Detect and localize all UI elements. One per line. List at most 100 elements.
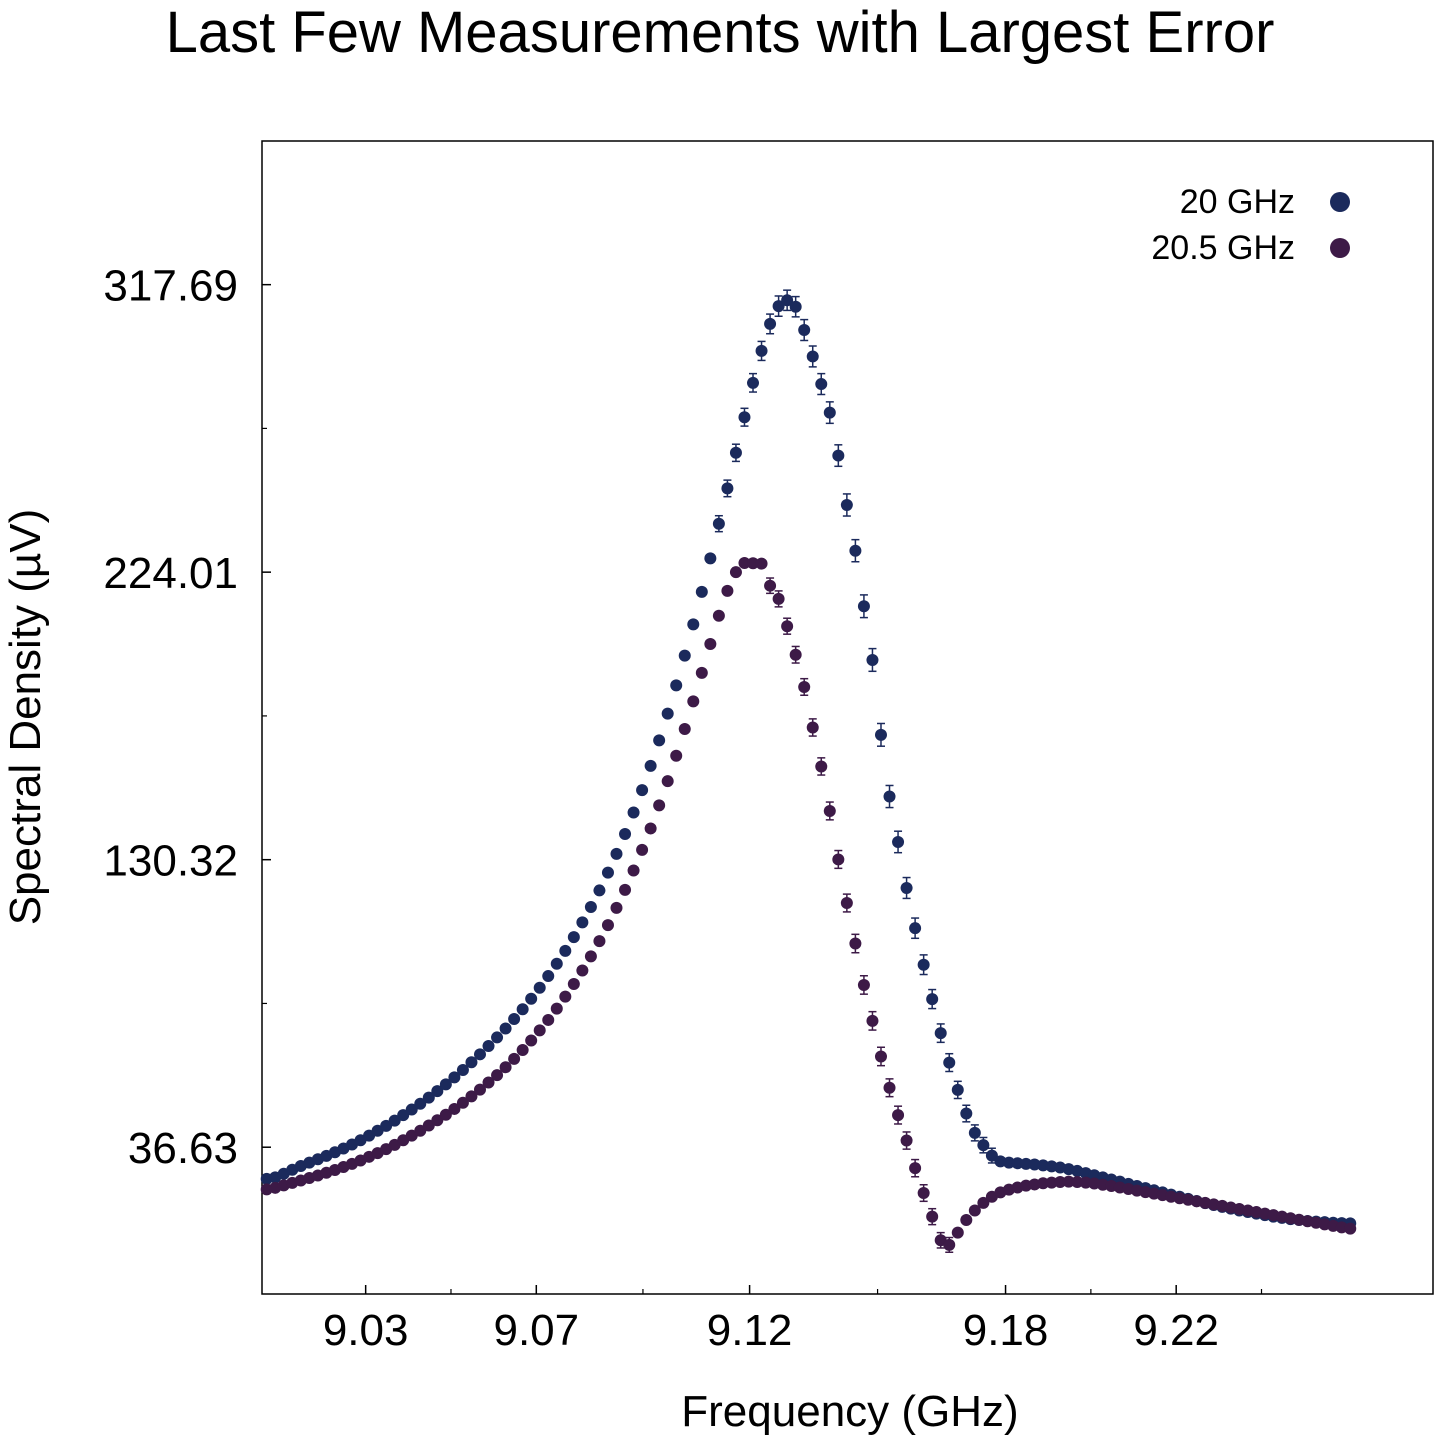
data-point xyxy=(1037,1177,1050,1190)
data-point xyxy=(448,1102,461,1115)
series-layer xyxy=(260,289,1357,1254)
data-point xyxy=(644,759,657,772)
series-2 xyxy=(260,556,1357,1254)
data-point xyxy=(695,666,708,679)
data-point xyxy=(627,806,640,819)
y-axis: 36.63 130.32 224.01 317.69 xyxy=(103,262,271,1173)
data-point xyxy=(781,620,794,633)
y-axis-label: Spectral Density (µV) xyxy=(1,509,50,926)
data-point xyxy=(729,566,742,579)
data-point xyxy=(815,760,828,773)
data-point xyxy=(840,897,853,910)
data-point xyxy=(798,324,811,337)
data-point xyxy=(857,978,870,991)
data-point xyxy=(439,1108,452,1121)
data-point xyxy=(1062,1175,1075,1188)
data-point xyxy=(397,1109,410,1122)
data-point xyxy=(593,935,606,948)
data-point xyxy=(789,648,802,661)
data-point xyxy=(960,1214,973,1227)
data-point xyxy=(1344,1222,1357,1235)
data-point xyxy=(465,1090,478,1103)
data-point xyxy=(567,931,580,944)
x-tick-label: 9.07 xyxy=(493,1306,579,1355)
legend-item: 20 GHz xyxy=(1180,183,1350,221)
data-point xyxy=(951,1226,964,1239)
data-point xyxy=(934,1027,947,1040)
x-tick-label: 9.12 xyxy=(707,1306,793,1355)
data-point xyxy=(772,300,785,313)
data-point xyxy=(1071,1175,1084,1188)
data-point xyxy=(968,1126,981,1139)
data-point xyxy=(721,584,734,597)
legend-marker xyxy=(1330,192,1350,212)
data-point xyxy=(687,618,700,631)
data-point xyxy=(926,993,939,1006)
data-point xyxy=(456,1096,469,1109)
data-point xyxy=(823,804,836,817)
data-point xyxy=(883,1081,896,1094)
data-point xyxy=(516,1003,529,1016)
data-point xyxy=(747,376,760,389)
data-point xyxy=(977,1139,990,1152)
data-point xyxy=(968,1204,981,1217)
x-tick-label: 9.22 xyxy=(1133,1306,1219,1355)
y-tick-label: 36.63 xyxy=(128,1124,238,1173)
x-tick-label: 9.18 xyxy=(963,1306,1049,1355)
data-point xyxy=(747,557,760,570)
data-point xyxy=(439,1078,452,1091)
data-point xyxy=(900,881,913,894)
x-axis: 9.03 9.07 9.12 9.18 9.22 xyxy=(323,1285,1263,1355)
data-point xyxy=(832,853,845,866)
data-point xyxy=(567,978,580,991)
data-point xyxy=(909,1162,922,1175)
data-point xyxy=(943,1056,956,1069)
data-point xyxy=(576,916,589,929)
data-point xyxy=(704,552,717,565)
data-point xyxy=(849,544,862,557)
data-point xyxy=(704,637,717,650)
data-point xyxy=(832,449,845,462)
data-point xyxy=(721,482,734,495)
data-point xyxy=(619,827,632,840)
data-point xyxy=(806,350,819,363)
data-point xyxy=(670,749,683,762)
data-point xyxy=(909,922,922,935)
data-point xyxy=(738,556,751,569)
data-point xyxy=(456,1063,469,1076)
data-point xyxy=(431,1085,444,1098)
data-point xyxy=(653,734,666,747)
data-point xyxy=(491,1069,504,1082)
data-point xyxy=(1020,1157,1033,1170)
data-point xyxy=(584,901,597,914)
data-point xyxy=(550,1002,563,1015)
y-tick-label: 130.32 xyxy=(103,837,238,886)
data-point xyxy=(610,847,623,860)
data-point xyxy=(798,680,811,693)
data-point xyxy=(473,1048,486,1061)
data-point xyxy=(388,1114,401,1127)
data-point xyxy=(1002,1156,1015,1169)
x-tick-label: 9.03 xyxy=(323,1306,409,1355)
data-point xyxy=(670,679,683,692)
y-tick-label: 317.69 xyxy=(103,262,238,311)
data-point xyxy=(601,919,614,932)
data-point xyxy=(823,406,836,419)
data-point xyxy=(499,1022,512,1035)
data-point xyxy=(687,695,700,708)
data-point xyxy=(951,1083,964,1096)
data-point xyxy=(926,1210,939,1223)
data-point xyxy=(866,1014,879,1027)
data-point xyxy=(712,609,725,622)
data-point xyxy=(849,937,862,950)
data-point xyxy=(499,1061,512,1074)
legend-marker xyxy=(1330,238,1350,258)
legend: 20 GHz 20.5 GHz xyxy=(1151,183,1350,267)
data-point xyxy=(917,1187,930,1200)
data-point xyxy=(874,1050,887,1063)
data-point xyxy=(533,1024,546,1037)
data-point xyxy=(422,1091,435,1104)
data-point xyxy=(883,790,896,803)
